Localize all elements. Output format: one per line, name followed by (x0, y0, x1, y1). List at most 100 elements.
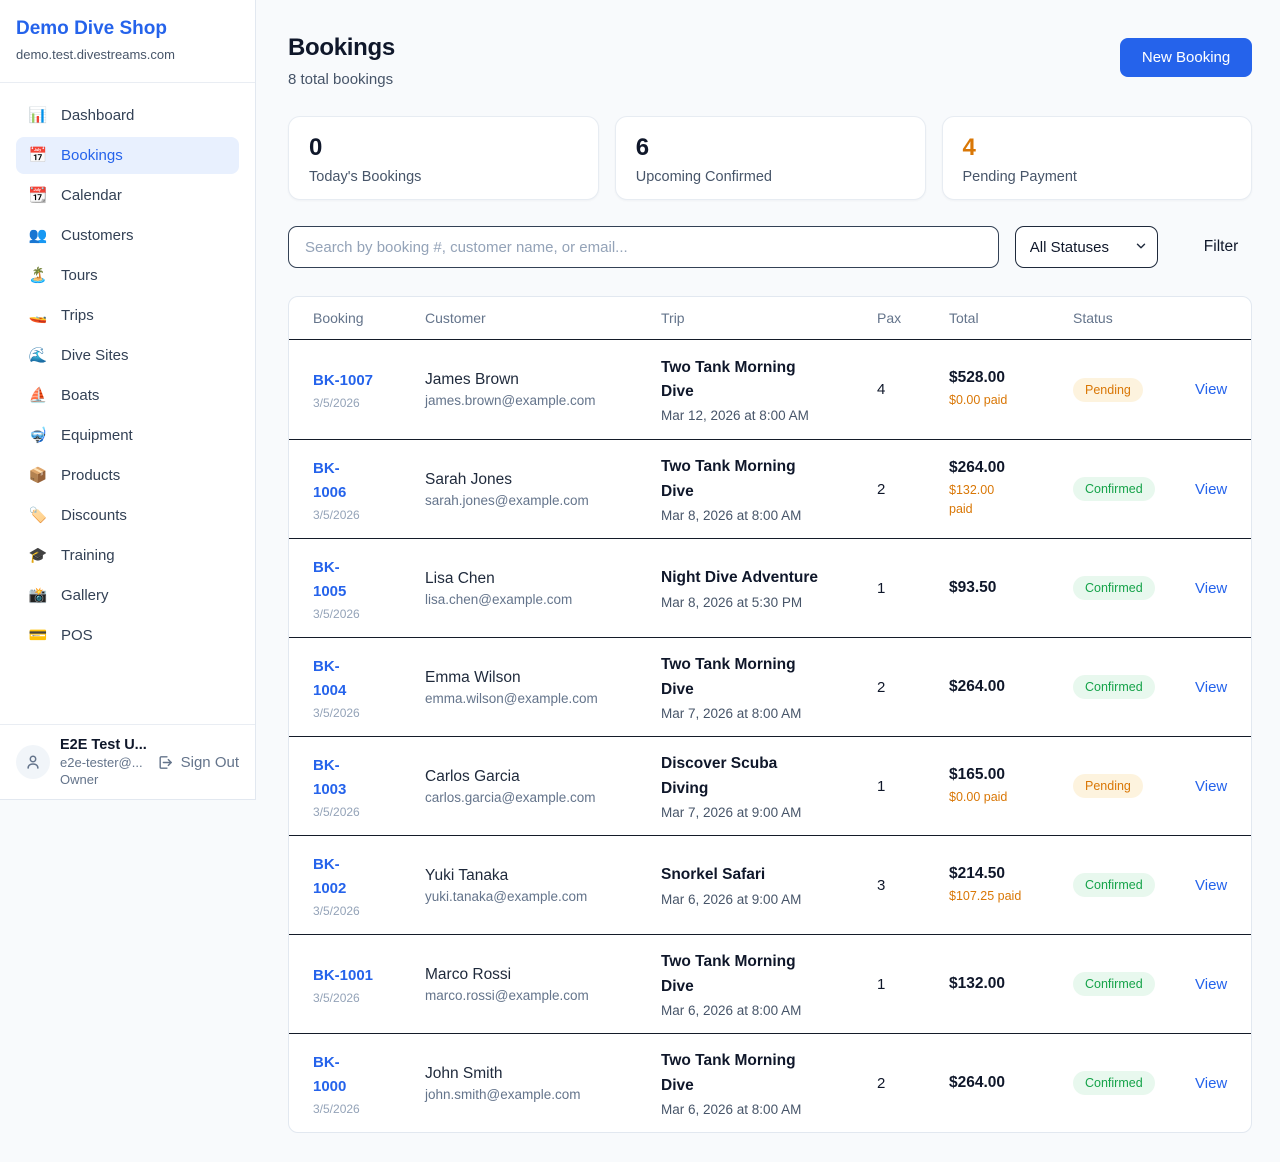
status-cell: Pending (1073, 774, 1195, 798)
user-info: E2E Test U... e2e-tester@... Owner (60, 737, 147, 787)
filter-button[interactable]: Filter (1190, 238, 1252, 256)
sidebar-item-equipment[interactable]: 🤿 Equipment (16, 417, 239, 454)
booking-id-link[interactable]: BK-1001 (313, 966, 374, 984)
customer-cell: Emma Wilson emma.wilson@example.com (425, 669, 661, 706)
booking-cell: BK- 1004 3/5/2026 (313, 655, 425, 720)
view-link[interactable]: View (1195, 678, 1228, 696)
booking-date: 3/5/2026 (313, 507, 360, 522)
booking-id-link[interactable]: BK- 1006 (313, 459, 347, 501)
stat-label: Pending Payment (962, 168, 1077, 185)
booking-id-link[interactable]: BK- 1002 (313, 855, 347, 897)
stat-value: 0 (309, 134, 323, 161)
sidebar-item-discounts[interactable]: 🏷️ Discounts (16, 497, 239, 534)
booking-cell: BK- 1002 3/5/2026 (313, 853, 425, 918)
pax-count: 2 (877, 1074, 886, 1092)
trip-cell: Night Dive Adventure Mar 8, 2026 at 5:30 … (661, 566, 877, 609)
total-cell: $528.00 $0.00 paid (949, 369, 1073, 410)
booking-id-link[interactable]: BK- 1005 (313, 558, 347, 600)
booking-id-link[interactable]: BK- 1004 (313, 657, 347, 699)
page-subtitle: 8 total bookings (288, 71, 394, 88)
customer-name: Sarah Jones (425, 470, 513, 488)
sidebar-item-calendar[interactable]: 📆 Calendar (16, 177, 239, 214)
sidebar-item-tours[interactable]: 🏝️ Tours (16, 257, 239, 294)
status-badge: Confirmed (1073, 873, 1155, 897)
customer-cell: Yuki Tanaka yuki.tanaka@example.com (425, 867, 661, 904)
trip-datetime: Mar 6, 2026 at 8:00 AM (661, 1101, 802, 1117)
table-row: BK- 1003 3/5/2026 Carlos Garcia carlos.garc… (289, 736, 1252, 835)
sidebar-item-products[interactable]: 📦 Products (16, 457, 239, 494)
total-amount: $165.00 (949, 765, 1006, 783)
sidebar-item-label: Calendar (61, 187, 122, 204)
trip-cell: Two Tank Morning Dive Mar 6, 2026 at 8:00… (661, 950, 877, 1017)
table-body: BK-1007 3/5/2026 James Brown james.brown@ex… (289, 340, 1252, 1132)
view-link[interactable]: View (1195, 381, 1228, 398)
customer-name: James Brown (425, 371, 519, 388)
view-link[interactable]: View (1195, 876, 1228, 894)
paid-amount: $107.25 paid (949, 888, 1022, 903)
stat-card: 6 Upcoming Confirmed (614, 116, 926, 200)
customer-name: Marco Rossi (425, 965, 512, 983)
status-badge: Confirmed (1073, 972, 1155, 996)
trip-datetime: Mar 8, 2026 at 8:00 AM (661, 507, 802, 523)
page-header: Bookings 8 total bookings New Booking (288, 34, 1253, 88)
sign-out-button[interactable]: Sign Out (157, 754, 239, 771)
view-link[interactable]: View (1195, 480, 1228, 498)
paid-amount: $0.00 paid (949, 393, 1008, 408)
status-badge: Confirmed (1073, 576, 1155, 600)
customer-email: emma.wilson@example.com (425, 690, 598, 706)
page-title: Bookings (288, 34, 395, 61)
customer-cell: John Smith john.smith@example.com (425, 1065, 661, 1102)
sidebar-item-customers[interactable]: 👥 Customers (16, 217, 239, 254)
column-header-customer: Customer (425, 310, 486, 326)
sidebar-item-trips[interactable]: 🚤 Trips (16, 297, 239, 334)
total-amount: $264.00 (949, 678, 1006, 695)
booking-id-link[interactable]: BK-1007 (313, 372, 374, 389)
booking-cell: BK-1001 3/5/2026 (313, 964, 425, 1005)
view-link[interactable]: View (1195, 1074, 1228, 1092)
sidebar-item-dashboard[interactable]: 📊 Dashboard (16, 97, 239, 134)
island-icon: 🏝️ (28, 267, 48, 284)
bar-chart-icon: 📊 (28, 107, 48, 124)
pax-count: 3 (877, 876, 886, 894)
booking-date: 3/5/2026 (313, 396, 360, 410)
main-content: Bookings 8 total bookings New Booking 0 T… (256, 0, 1280, 1133)
view-link[interactable]: View (1195, 777, 1228, 795)
customer-email: yuki.tanaka@example.com (425, 888, 588, 904)
trip-name: Snorkel Safari (661, 866, 766, 884)
total-cell: $93.50 (949, 579, 1073, 597)
sidebar-nav: 📊 Dashboard 📅 Bookings 📆 Calendar 👥 Customers 🏝️… (0, 83, 255, 724)
page-header-text: Bookings 8 total bookings (288, 34, 395, 88)
sidebar-item-dive-sites[interactable]: 🌊 Dive Sites (16, 337, 239, 374)
search-input[interactable] (288, 226, 999, 268)
status-cell: Confirmed (1073, 873, 1195, 897)
column-header-trip: Trip (661, 310, 685, 326)
credit-card-icon: 💳 (28, 627, 48, 644)
view-link[interactable]: View (1195, 975, 1228, 993)
view-link[interactable]: View (1195, 579, 1228, 597)
booking-id-link[interactable]: BK- 1003 (313, 756, 347, 798)
sidebar-item-gallery[interactable]: 📸 Gallery (16, 577, 239, 614)
status-filter-select[interactable]: All Statuses (1014, 226, 1158, 268)
total-cell: $214.50 $107.25 paid (949, 865, 1073, 906)
sidebar-item-training[interactable]: 🎓 Training (16, 537, 239, 574)
customer-name: Carlos Garcia (425, 767, 520, 785)
pax-count: 1 (877, 579, 886, 597)
stat-label: Upcoming Confirmed (635, 168, 772, 185)
trip-name: Two Tank Morning Dive (661, 953, 796, 995)
sidebar-item-pos[interactable]: 💳 POS (16, 617, 239, 654)
new-booking-button[interactable]: New Booking (1119, 38, 1253, 77)
sidebar-item-boats[interactable]: ⛵ Boats (16, 377, 239, 414)
sidebar-item-bookings[interactable]: 📅 Bookings (16, 137, 239, 174)
stat-value: 6 (635, 134, 650, 161)
sidebar-item-label: Training (61, 547, 115, 564)
table-row: BK- 1005 3/5/2026 Lisa Chen lisa.chen@examp… (289, 538, 1252, 637)
customer-cell: Sarah Jones sarah.jones@example.com (425, 471, 661, 508)
total-amount: $264.00 (949, 459, 1006, 477)
tag-icon: 🏷️ (28, 507, 48, 524)
column-header-status: Status (1073, 310, 1113, 326)
table-row: BK-1001 3/5/2026 Marco Rossi marco.rossi@ex… (289, 934, 1252, 1033)
trip-datetime: Mar 7, 2026 at 8:00 AM (661, 705, 802, 721)
booking-id-link[interactable]: BK- 1000 (313, 1053, 347, 1095)
sidebar-item-label: Bookings (61, 147, 123, 164)
customer-email: carlos.garcia@example.com (425, 789, 596, 805)
